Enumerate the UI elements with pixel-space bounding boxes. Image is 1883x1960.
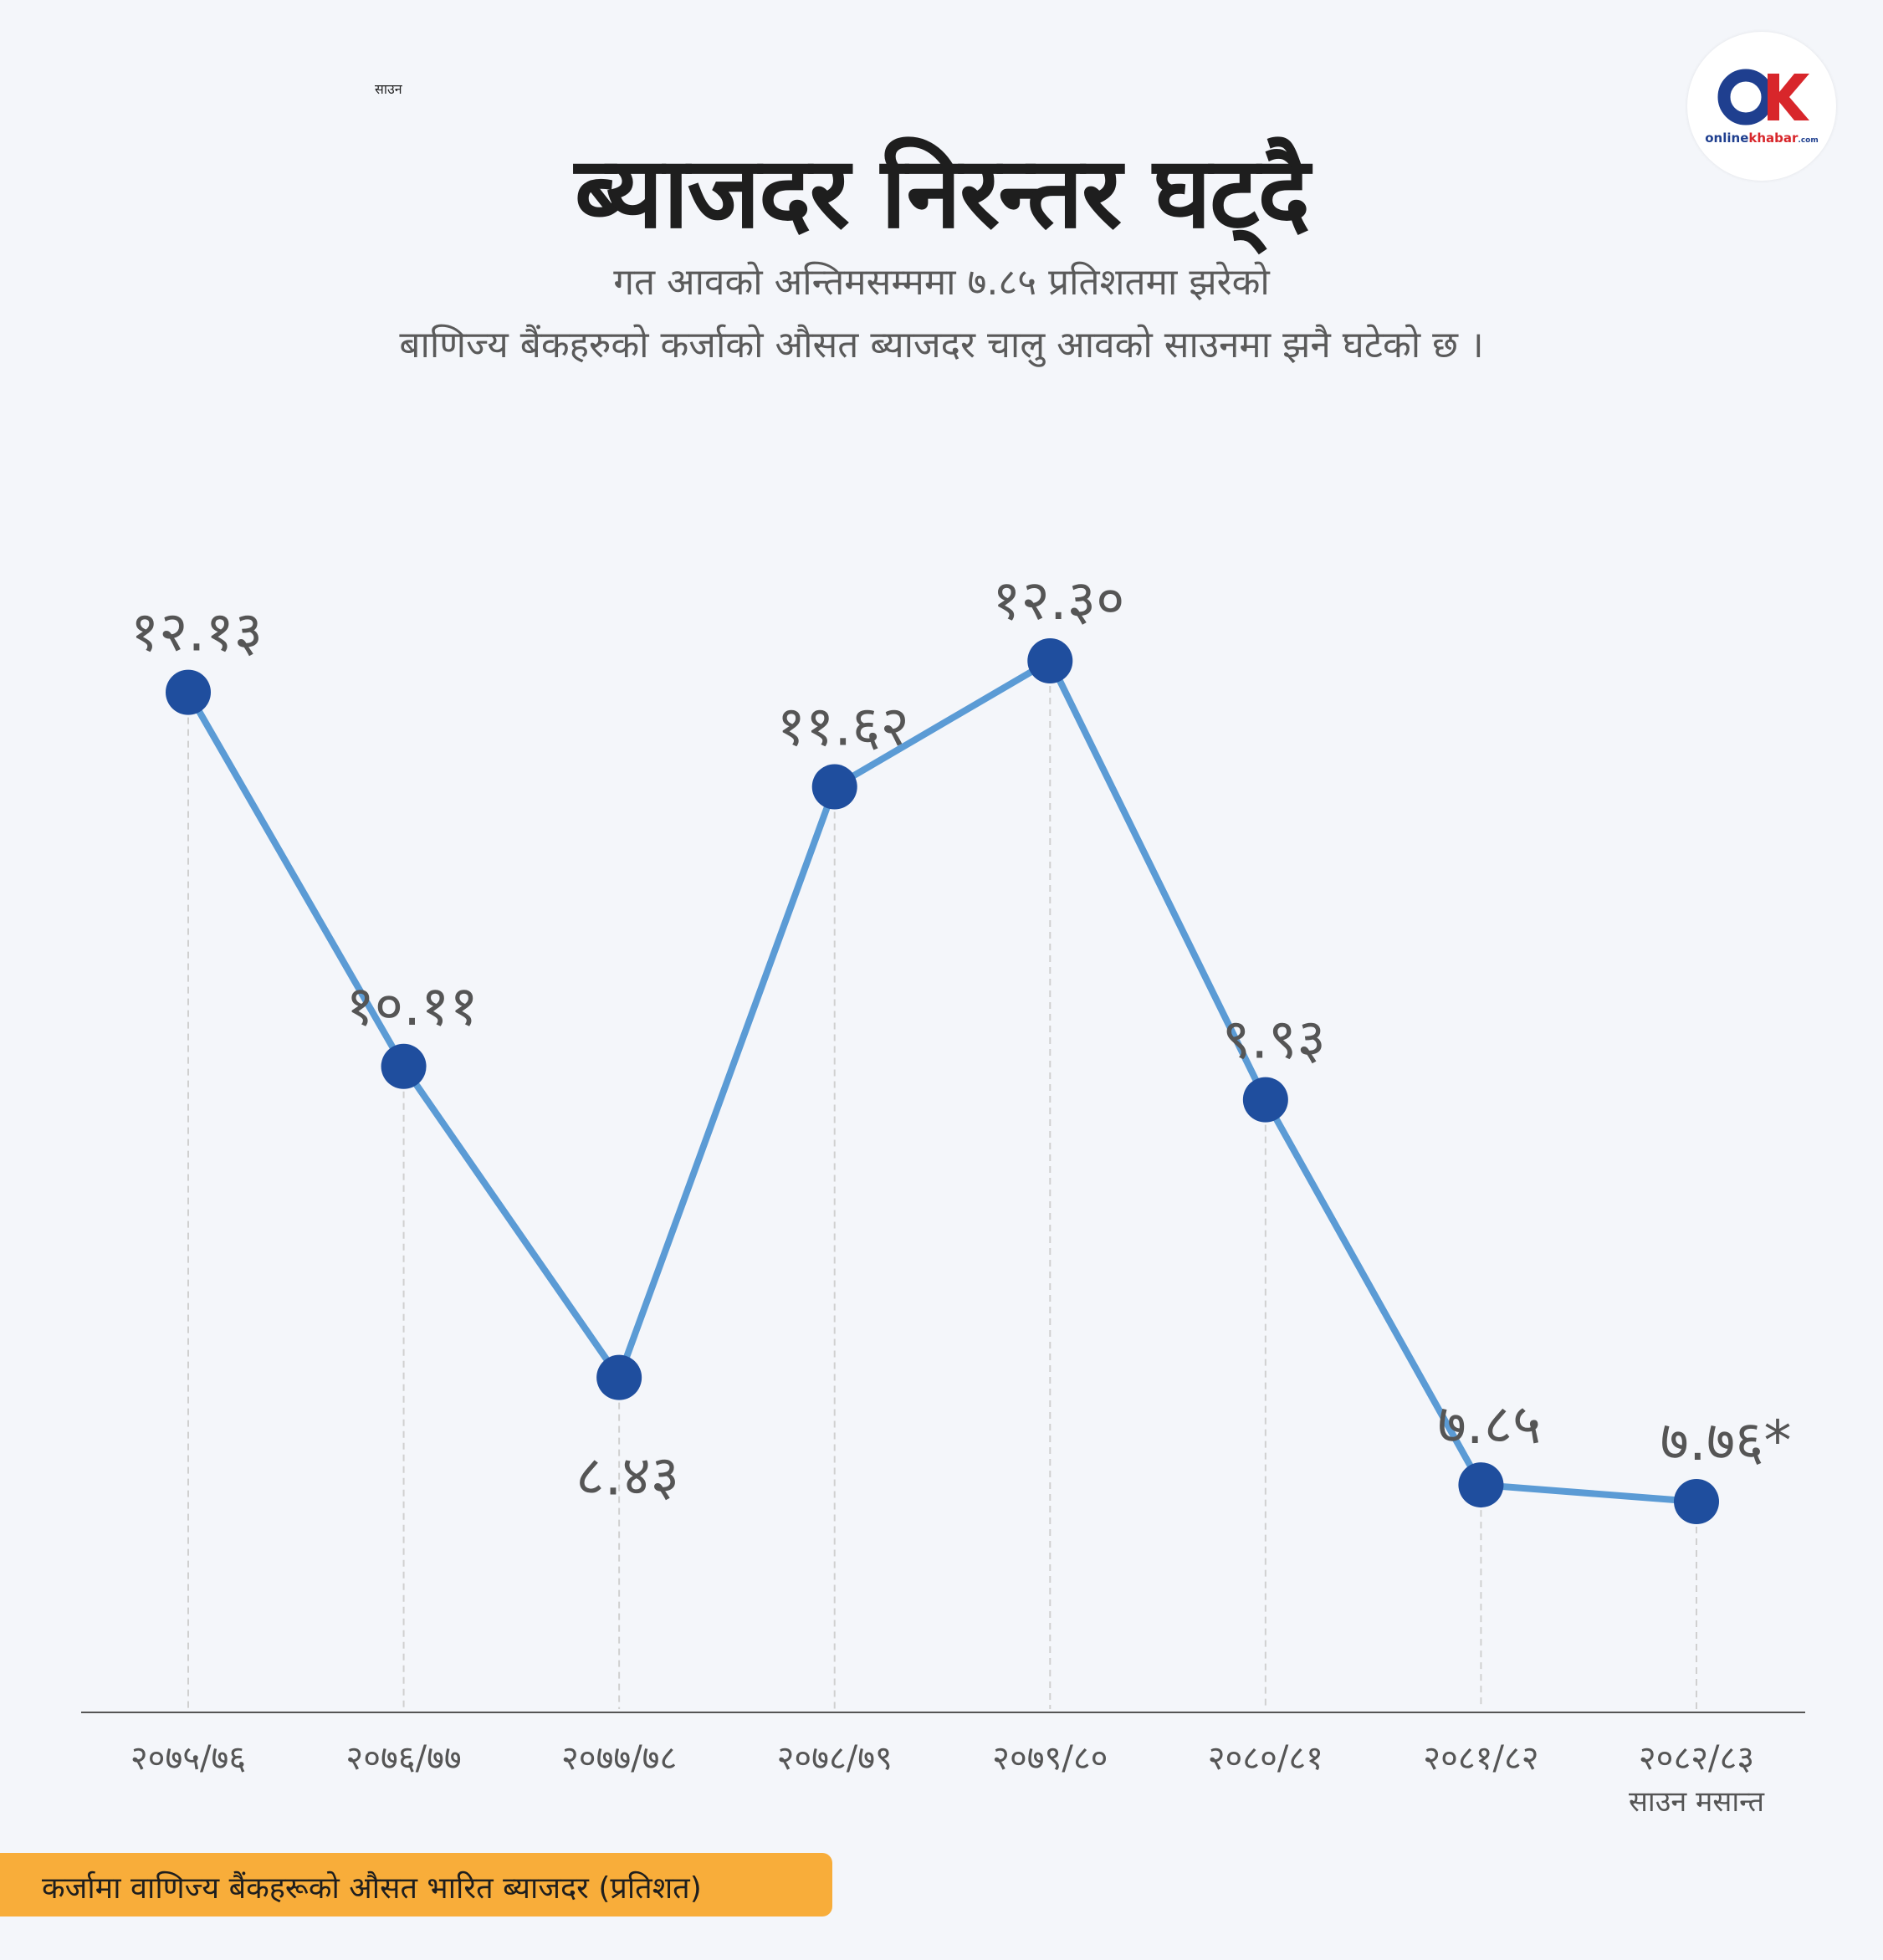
logo-text-com: .com: [1798, 136, 1819, 145]
value-labels-group: १२.१३ १०.११ ८.४३ ११.६२ १२.३० ९.९३ ७.८५ ७.७६*: [130, 568, 1792, 1508]
x-tick-label: २०७७/७८: [561, 1739, 677, 1778]
logo-text-khabar: khabar: [1748, 130, 1799, 146]
logo-wordmark: onlinekhabar.com: [1687, 130, 1836, 146]
data-label: ७.८५: [1437, 1392, 1541, 1456]
data-point-marker: [1674, 1479, 1719, 1524]
data-label: १०.११: [345, 974, 478, 1038]
droplines-group: [187, 686, 1697, 1709]
x-tick-label: २०७५/७६: [130, 1739, 246, 1778]
data-label: १२.१३: [130, 600, 263, 664]
legend-tag: कर्जामा वाणिज्य बैंकहरूको औसत भारित ब्या…: [0, 1853, 832, 1917]
data-point-marker: [166, 669, 211, 715]
data-label: १२.३०: [992, 568, 1124, 632]
data-label: ७.७६*: [1660, 1409, 1792, 1473]
series-line: [185, 658, 1697, 1505]
subtitle-line-1: गत आवको अन्तिमसम्ममा ७.८५ प्रतिशतमा झरेक…: [613, 261, 1270, 304]
x-tick-label: २०७९/८०: [992, 1739, 1108, 1778]
data-point-marker: [596, 1354, 642, 1400]
onlinekhabar-logo: onlinekhabar.com: [1687, 32, 1836, 181]
legend-tag-text: कर्जामा वाणिज्य बैंकहरूको औसत भारित ब्या…: [42, 1871, 702, 1906]
data-point-marker: [1458, 1462, 1504, 1508]
data-label: ९.९३: [1222, 1007, 1326, 1072]
ok-logo-icon: [1717, 69, 1809, 125]
logo-text-online: online: [1705, 130, 1749, 146]
data-point-marker: [381, 1043, 427, 1089]
markers-group: [166, 638, 1719, 1524]
data-point-marker: [811, 764, 857, 810]
x-tick-label: २०८०/८१: [1208, 1739, 1323, 1778]
subtitle-line-2: बाणिज्य बैंकहरुको कर्जाको औसत ब्याजदर चा…: [399, 324, 1484, 366]
page-title: ब्याजदर निरन्तर घट्दै: [574, 135, 1310, 250]
small-header-label: साउन: [375, 81, 402, 97]
x-tick-label: २०७६/७७: [345, 1739, 461, 1778]
data-label: ११.६२: [777, 694, 909, 759]
data-point-marker: [1027, 638, 1073, 683]
x-tick-label: २०७८/७९: [777, 1739, 893, 1778]
category-labels-group: २०७५/७६ २०७६/७७ २०७७/७८ २०७८/७९ २०७९/८० २०८०/…: [130, 1739, 1765, 1819]
x-tick-sublabel: साउन मसान्त: [1629, 1785, 1765, 1819]
x-tick-label: २०८१/८२: [1423, 1739, 1538, 1778]
x-tick-label: २०८२/८३: [1639, 1739, 1754, 1778]
data-point-marker: [1242, 1077, 1288, 1123]
data-label: ८.४३: [576, 1444, 679, 1508]
